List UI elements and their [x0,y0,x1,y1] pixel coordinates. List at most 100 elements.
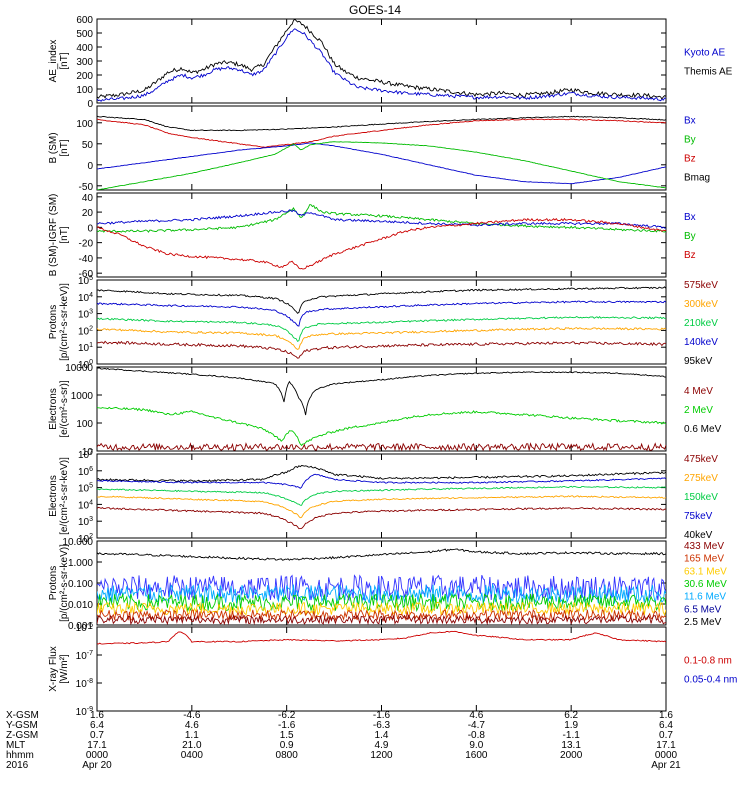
y-tick-label: 0.001 [68,621,93,632]
series-line-0-6-mev [97,367,666,416]
y-tick-label: 105 [78,483,93,495]
x-tick-label: 1600 [465,750,488,761]
legend-entry: Bz [684,154,696,165]
y-tick-label: 0.100 [68,579,93,590]
y-tick-label: 0 [87,223,93,234]
panel-3: -60 -40 -20 0 20 40 B (SM)-IGRF (SM)[nT] Bx By Bz [48,192,696,280]
y-tick-label: 20 [82,208,94,219]
footer-value: 1.4 [375,730,389,741]
y-tick-label: 10-7 [76,650,93,662]
legend-entry: Bx [684,116,696,127]
x-tick-label: 0000 [86,750,109,761]
footer-value: 0.9 [280,740,294,751]
legend-entry: 575keV [684,280,718,291]
y-tick-label: 0 [87,161,93,172]
legend-entry: 165 MeV [684,554,724,565]
legend-entry: 475keV [684,454,718,465]
panel-6: 102103104105106107Electrons[e/(cm²-s-sr-… [48,449,718,545]
legend-entry: 300keV [684,299,718,310]
y-axis-label: Electrons[e/(cm²-s-sr)] [48,380,70,437]
y-tick-label: -60 [79,269,94,280]
series-line-bz [97,217,666,270]
y-tick-label: 103 [78,516,93,528]
legend-entry: 0.05-0.4 nm [684,675,737,686]
series-line-2-mev [97,406,666,447]
panel-1: 0 100 200 300 400 500 600 AE_index[nT] Kyoto AE T… [48,15,733,110]
footer-value: 4.6 [185,720,199,731]
footer-row-label: Y-GSM [6,720,38,731]
y-tick-label: 107 [78,449,93,461]
footer-row-label: MLT [6,740,25,751]
y-tick-label: 600 [76,15,93,26]
footer-value: 4.6 [469,710,483,721]
series-line-bz [97,118,666,148]
series-line-433-mev [97,614,666,625]
date-label: Apr 21 [651,760,681,771]
panel-frame [96,192,667,278]
x-tick-label: 2000 [560,750,583,761]
y-tick-label: 0.010 [68,600,93,611]
y-tick-label: 100 [76,119,93,130]
legend-entry: By [684,231,696,242]
footer-value: -6.3 [373,720,391,731]
y-tick-label: 200 [76,71,93,82]
series-line-bx [97,142,666,185]
legend-entry: 2.5 MeV [684,617,722,628]
footer-value: 9.0 [469,740,483,751]
footer-row-label: Z-GSM [6,730,38,741]
series-line-by [97,141,666,190]
y-axis-label: B (SM)[nT] [48,132,70,163]
footer-value: -0.8 [468,730,486,741]
legend-entry: 30.6 MeV [684,579,727,590]
x-tick-label: 0000 [655,750,678,761]
footer-row-label: hhmm [6,750,34,761]
legend-entry: 275keV [684,473,718,484]
y-tick-label: 10 [82,447,94,458]
legend-entry: Bx [684,212,696,223]
y-tick-label: 106 [78,466,93,478]
y-tick-label: -40 [79,254,94,265]
series-line-2-5-mev [97,548,666,561]
legend-entry: 4 MeV [684,386,713,397]
x-tick-label: 1200 [370,750,393,761]
series-line-165-mev [97,608,666,622]
series-line-bmag [97,115,666,132]
y-tick-label: 103 [78,309,93,321]
footer-value: 4.9 [375,740,389,751]
y-tick-label: 104 [78,292,93,304]
series-line-40kev [97,465,666,483]
series-line-575kev [97,340,666,359]
series-line-11-6-mev [97,582,666,606]
y-tick-label: 400 [76,43,93,54]
panel-7: 0.001 0.010 0.100 1.000 10.000Protons[p/(cm²… [48,537,727,632]
footer-value: 6.4 [659,720,673,731]
y-tick-label: -20 [79,239,94,250]
y-tick-label: 105 [78,275,93,287]
y-tick-label: 10.000 [62,537,93,548]
footer-value: 1.9 [564,720,578,731]
legend-entry: 433 MeV [684,541,724,552]
footer-value: 0.7 [90,730,104,741]
series-line-75kev [97,473,666,489]
footer-value: 13.1 [561,740,581,751]
series-line-bx [97,209,666,229]
legend-entry: 75keV [684,511,713,522]
panel-frame [96,18,667,104]
footer-value: -4.6 [183,710,201,721]
panel-2: -50 0 50 100 B (SM)[nT] Bx By Bz Bmag [48,105,710,193]
legend-entry: 0.1-0.8 nm [684,656,732,667]
y-tick-label: 40 [82,193,94,204]
panel-4: 100101102103104105Protons[p/(cm²-s-sr-ke… [48,275,718,371]
footer-value: 17.1 [656,740,676,751]
y-tick-label: 10-6 [76,622,93,634]
legend-entry: 2 MeV [684,405,713,416]
footer-value: 1.6 [90,710,104,721]
y-axis-label: AE_index[nT] [48,40,70,83]
y-tick-label: 0 [87,99,93,110]
y-tick-label: -50 [79,182,94,193]
footer-value: 1.6 [659,710,673,721]
y-tick-label: 1000 [71,391,94,402]
footer-value: 1.5 [280,730,294,741]
footer-row-label: X-GSM [6,710,39,721]
